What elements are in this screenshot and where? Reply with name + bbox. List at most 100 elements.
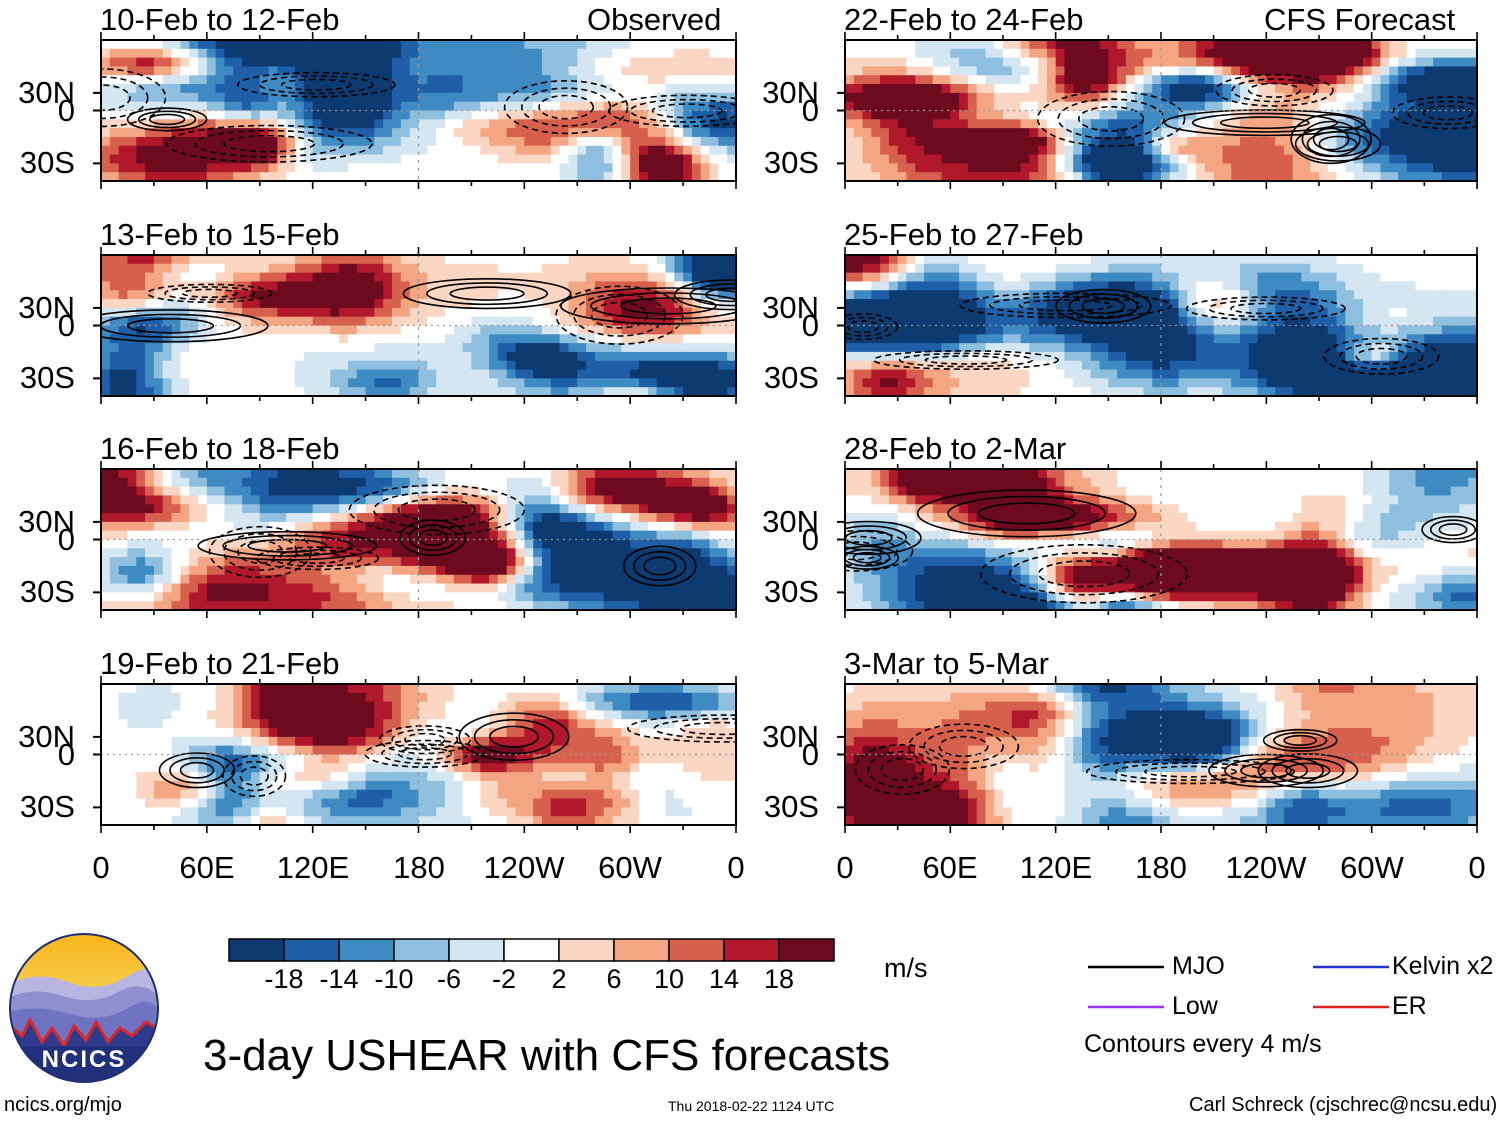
timestamp: Thu 2018-02-22 1124 UTC <box>668 1098 835 1114</box>
colorbar-bin <box>338 938 395 962</box>
x-tick-label: 60E <box>922 850 978 885</box>
x-tick-label: 120E <box>1019 850 1093 885</box>
panel-title-3: 16-Feb to 18-Feb <box>100 431 340 466</box>
ncics-logo: NCICS <box>9 933 159 1083</box>
colorbar-unit: m/s <box>884 953 928 983</box>
y-tick-label: 30N <box>18 504 75 539</box>
colorbar-bin <box>393 938 450 962</box>
y-tick-label: 30S <box>19 789 75 824</box>
colorbar-bin <box>283 938 340 962</box>
colorbar-tick-label: -14 <box>319 964 359 994</box>
legend-line-er <box>1313 1005 1389 1009</box>
panel-field <box>101 255 736 396</box>
y-tick-label: 30S <box>19 574 75 609</box>
y-tick-label: 30N <box>18 719 75 754</box>
panel-title-2: 13-Feb to 15-Feb <box>100 217 340 252</box>
panel-1 <box>93 32 737 189</box>
x-tick-label: 180 <box>393 850 445 885</box>
y-tick-label: 30N <box>762 504 819 539</box>
panel-field <box>101 469 736 610</box>
colorbar-bin <box>558 938 615 962</box>
y-tick-label: 30S <box>763 789 819 824</box>
contour-note: Contours every 4 m/s <box>1084 1030 1322 1058</box>
colorbar-tick-label: 2 <box>551 964 567 994</box>
panel-title-5: 22-Feb to 24-Feb <box>844 2 1084 37</box>
colorbar-bin <box>668 938 725 962</box>
panel-field <box>845 684 1477 825</box>
legend-label-low: Low <box>1172 992 1218 1020</box>
x-tick-label: 60W <box>598 850 662 885</box>
panel-title-7: 28-Feb to 2-Mar <box>844 431 1067 466</box>
forecast-label: CFS Forecast <box>1264 2 1456 37</box>
y-tick-label: 30S <box>763 145 819 180</box>
panel-5 <box>837 32 1478 189</box>
y-tick-label: 0 <box>801 308 819 343</box>
author-credit: Carl Schreck (cjschrec@ncsu.edu) <box>1189 1094 1498 1116</box>
panel-7 <box>837 461 1478 618</box>
x-tick-label: 0 <box>836 850 854 885</box>
colorbar-tick-label: -18 <box>264 964 304 994</box>
colorbar-tick-label: -10 <box>374 964 414 994</box>
colorbar-tick-label: 18 <box>763 964 795 994</box>
legend-label-er: ER <box>1392 992 1427 1020</box>
panel-2 <box>93 247 737 404</box>
website-label[interactable]: ncics.org/mjo <box>4 1094 122 1116</box>
y-tick-label: 30N <box>762 75 819 110</box>
y-tick-label: 0 <box>57 93 75 128</box>
panel-6 <box>837 247 1478 404</box>
y-tick-label: 30S <box>763 360 819 395</box>
panel-field <box>845 255 1477 396</box>
panel-8 <box>837 676 1478 833</box>
colorbar-tick-label: 14 <box>708 964 740 994</box>
colorbar-tick-label: -6 <box>436 964 461 994</box>
x-tick-label: 120E <box>276 850 350 885</box>
colorbar-bin <box>778 938 835 962</box>
y-tick-label: 30N <box>762 290 819 325</box>
x-tick-label: 60W <box>1340 850 1404 885</box>
colorbar-bin <box>723 938 780 962</box>
x-tick-label: 60E <box>179 850 235 885</box>
colorbar-tick-label: 6 <box>606 964 622 994</box>
y-tick-label: 30S <box>19 145 75 180</box>
figure-title: 3-day USHEAR with CFS forecasts <box>203 1031 891 1080</box>
observed-label: Observed <box>587 2 722 37</box>
colorbar-tick-label: 10 <box>653 964 685 994</box>
panel-title-4: 19-Feb to 21-Feb <box>100 646 340 681</box>
legend-line-low <box>1088 1005 1164 1009</box>
y-tick-label: 30S <box>19 360 75 395</box>
y-tick-label: 30N <box>18 75 75 110</box>
panel-field <box>101 684 736 825</box>
y-tick-label: 0 <box>57 308 75 343</box>
x-tick-label: 0 <box>92 850 110 885</box>
colorbar-tick-label: -2 <box>491 964 516 994</box>
x-tick-label: 0 <box>727 850 745 885</box>
y-tick-label: 0 <box>801 522 819 557</box>
panel-title-1: 10-Feb to 12-Feb <box>100 2 340 37</box>
colorbar-bin <box>613 938 670 962</box>
legend-label-mjo: MJO <box>1172 952 1225 980</box>
logo-text: NCICS <box>42 1046 127 1073</box>
panel-title-6: 25-Feb to 27-Feb <box>844 217 1084 252</box>
colorbar <box>228 938 835 962</box>
legend-label-kelvin: Kelvin x2 <box>1392 952 1494 980</box>
y-tick-label: 0 <box>57 737 75 772</box>
colorbar-bin <box>503 938 560 962</box>
legend-line-mjo <box>1088 965 1164 969</box>
x-tick-label: 120W <box>483 850 565 885</box>
x-tick-label: 180 <box>1135 850 1187 885</box>
panel-4 <box>93 676 737 833</box>
colorbar-bin <box>448 938 505 962</box>
y-tick-label: 0 <box>801 737 819 772</box>
y-tick-label: 0 <box>57 522 75 557</box>
y-tick-label: 0 <box>801 93 819 128</box>
panel-3 <box>93 461 737 618</box>
panel-field <box>845 40 1477 181</box>
panel-title-8: 3-Mar to 5-Mar <box>844 646 1049 681</box>
x-tick-label: 120W <box>1225 850 1307 885</box>
y-tick-label: 30S <box>763 574 819 609</box>
legend-line-kelvin <box>1313 965 1389 969</box>
y-tick-label: 30N <box>762 719 819 754</box>
y-tick-label: 30N <box>18 290 75 325</box>
